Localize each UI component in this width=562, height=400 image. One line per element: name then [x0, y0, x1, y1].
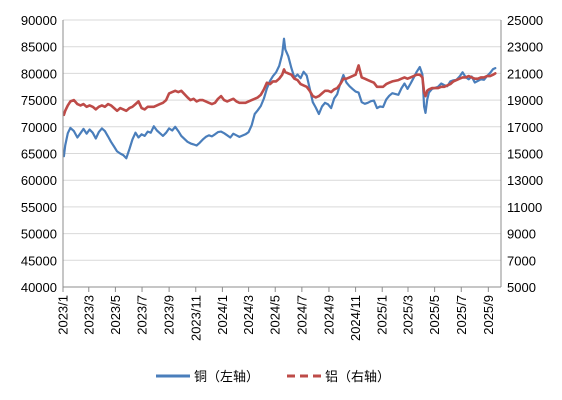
right-tick-label: 25000 [507, 13, 543, 28]
legend-label-aluminum: 铝（右轴） [325, 370, 390, 385]
right-tick-label: 15000 [507, 147, 543, 162]
x-axis-ticks: 2023/1 2023/3 2023/5 2023/7 2023/9 2023/11 202… [56, 287, 496, 341]
right-tick-label: 23000 [507, 40, 543, 55]
x-tick-label: 2025/7 [454, 295, 469, 335]
x-tick-label: 2025/1 [375, 295, 390, 335]
right-tick-label: 9000 [507, 227, 536, 242]
right-tick-label: 17000 [507, 120, 543, 135]
legend: 铜（左轴） 铝（右轴） [156, 370, 390, 385]
x-tick-label: 2024/11 [348, 295, 363, 341]
x-tick-label: 2023/9 [162, 295, 177, 335]
right-tick-label: 21000 [507, 66, 543, 81]
right-tick-label: 7000 [507, 253, 536, 268]
right-tick-label: 19000 [507, 93, 543, 108]
x-tick-label: 2025/3 [400, 295, 415, 335]
x-tick-label: 2023/7 [135, 295, 150, 335]
right-tick-label: 11000 [507, 200, 542, 215]
left-tick-label: 65000 [21, 147, 57, 162]
left-tick-label: 40000 [21, 280, 57, 295]
right-tick-label: 5000 [507, 280, 536, 295]
x-tick-label: 2023/5 [108, 295, 123, 335]
left-axis-ticks: 40000 45000 50000 55000 60000 65000 70000 75000… [21, 13, 57, 295]
series-lines [62, 37, 497, 160]
right-axis-ticks: 5000 7000 9000 11000 13000 15000 17000 19000 210… [507, 13, 543, 295]
left-tick-label: 60000 [21, 173, 57, 188]
axes [62, 20, 502, 288]
x-tick-label: 2025/9 [481, 295, 496, 335]
x-tick-label: 2023/3 [81, 295, 96, 335]
legend-label-copper: 铜（左轴） [194, 370, 259, 385]
right-tick-label: 13000 [507, 173, 543, 188]
left-tick-label: 90000 [21, 13, 57, 28]
left-tick-label: 80000 [21, 66, 57, 81]
left-tick-label: 85000 [21, 40, 57, 55]
left-tick-label: 75000 [21, 93, 57, 108]
x-tick-label: 2024/7 [294, 295, 309, 335]
x-tick-label: 2023/11 [188, 295, 203, 341]
x-tick-label: 2024/5 [268, 295, 283, 335]
x-tick-label: 2023/1 [56, 295, 71, 335]
x-tick-label: 2025/5 [427, 295, 442, 335]
left-tick-label: 50000 [21, 227, 57, 242]
series-line-copper [62, 37, 497, 160]
x-tick-label: 2024/3 [241, 295, 256, 335]
x-tick-label: 2024/1 [215, 295, 230, 335]
x-tick-label: 2024/9 [321, 295, 336, 335]
left-tick-label: 45000 [21, 253, 57, 268]
left-tick-label: 70000 [21, 120, 57, 135]
left-tick-label: 55000 [21, 200, 57, 215]
series-line-aluminum [62, 64, 497, 117]
